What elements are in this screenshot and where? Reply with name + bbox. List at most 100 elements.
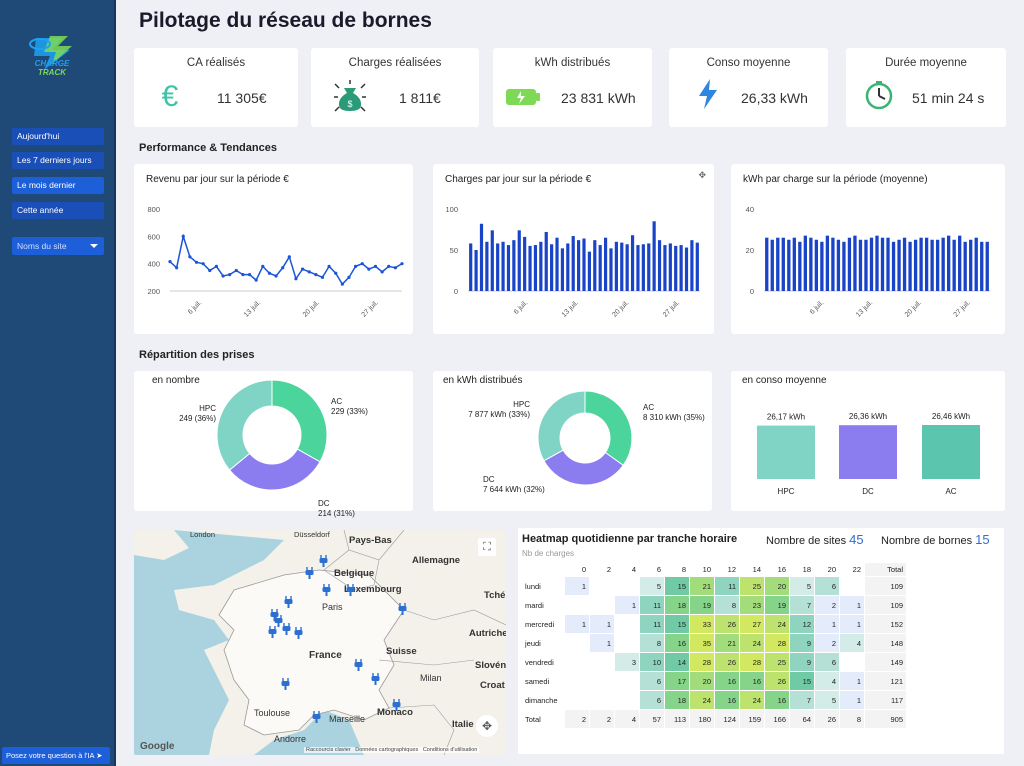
bar (809, 237, 813, 291)
expand-icon[interactable]: ✥ (698, 170, 706, 180)
bar (630, 235, 635, 291)
ask-ai-button[interactable]: Posez votre question à l'IA ➤ (2, 747, 110, 764)
map-zoom-control-icon[interactable]: ✥ (476, 715, 498, 737)
pie-label-value: 7 877 kWh (33%) (468, 410, 530, 419)
heatmap-cell: 2 (589, 709, 615, 729)
charging-station-pin-icon[interactable] (354, 658, 363, 671)
map-label: Düsseldorf (294, 530, 330, 539)
heatmap-cell (839, 576, 865, 596)
map-label: London (190, 530, 216, 539)
charging-station-pin-icon[interactable] (392, 698, 401, 711)
heatmap-hour-header: 2 (589, 562, 615, 577)
heatmap-cell: 57 (639, 709, 665, 729)
pie-label-name: HPC (199, 404, 216, 413)
map-footer-shortcuts[interactable]: Raccourcis clavier (306, 747, 351, 753)
charges-chart-card: Charges par jour sur la période € ✥ 0 50 1… (433, 164, 714, 334)
bar (781, 237, 785, 291)
heatmap-hour-header: 16 (764, 562, 790, 577)
lightning-icon (697, 78, 719, 115)
revenue-point (214, 264, 218, 268)
heatmap-cell: 11 (639, 595, 665, 615)
heatmap-cell: 1 (589, 633, 615, 653)
bar (985, 241, 989, 291)
map-label: Suisse (386, 646, 417, 657)
bar (695, 242, 699, 291)
heatmap-cell: 7 (789, 690, 815, 710)
map-footer-data[interactable]: Données cartographiques (355, 747, 419, 753)
heatmap-row: mercredi 1 1 11 15 33 26 27 24 12 1 1 152 (520, 614, 907, 634)
charging-station-pin-icon[interactable] (274, 614, 283, 627)
heatmap-hour-header: 0 (564, 562, 590, 577)
bar (674, 245, 678, 291)
pie-slice (537, 390, 586, 462)
charging-station-pin-icon[interactable] (319, 554, 328, 567)
map-label: Croat (480, 680, 505, 691)
map-footer-terms[interactable]: Conditions d'utilisation (422, 747, 478, 753)
charging-station-pin-icon[interactable] (398, 602, 407, 615)
site-select[interactable]: Noms du site (12, 237, 104, 255)
heatmap-row-total: 109 (864, 595, 907, 615)
bar (668, 243, 672, 291)
conso-bar-label: 26,46 kWh (932, 412, 970, 421)
bar (555, 237, 559, 291)
charging-station-pin-icon[interactable] (281, 677, 290, 690)
heatmap-row-total: 905 (864, 709, 907, 729)
heatmap-day-label: mercredi (520, 614, 565, 634)
bar (930, 239, 934, 291)
charging-station-pin-icon[interactable] (282, 622, 291, 635)
bar (571, 236, 575, 291)
kpi-label: kWh distribués (534, 57, 611, 69)
heatmap-hour-header: 22 (839, 562, 865, 577)
heatmap-cell: 27 (739, 614, 765, 634)
charging-station-pin-icon[interactable] (284, 595, 293, 608)
bar (636, 245, 640, 291)
heatmap-total-header: Total (864, 562, 907, 577)
chart-title: Charges par jour sur la période € (445, 174, 592, 185)
bar (935, 239, 940, 291)
bornes-count: Nombre de bornes 15 (881, 532, 990, 547)
heatmap-cell: 15 (664, 614, 690, 634)
heatmap-cell (614, 614, 640, 634)
bar (614, 241, 618, 291)
y-tick-label: 40 (746, 205, 754, 214)
bar (544, 231, 548, 291)
charging-station-pin-icon[interactable] (294, 626, 303, 639)
fullscreen-icon[interactable]: ⛶ (478, 538, 496, 556)
charging-station-pin-icon[interactable] (312, 710, 321, 723)
period-last-month-button[interactable]: Le mois dernier (12, 177, 104, 194)
bar (974, 237, 978, 291)
revenue-point (340, 282, 344, 286)
revenue-point (294, 277, 298, 281)
conso-bar (922, 425, 980, 479)
conso-category-label: HPC (778, 487, 795, 496)
charging-station-pin-icon[interactable] (268, 625, 277, 638)
map-label: Italie (452, 719, 474, 730)
chart-title: en nombre (152, 375, 200, 386)
period-today-button[interactable]: Aujourd'hui (12, 128, 104, 145)
charging-station-pin-icon[interactable] (346, 583, 355, 596)
conso-chart-card: en conso moyenne 26,17 kWh HPC 26,36 kWh DC… (731, 371, 1005, 511)
bar (902, 237, 907, 291)
period-7-days-button[interactable]: Les 7 derniers jours (12, 152, 104, 169)
heatmap-day-label: vendredi (520, 652, 565, 672)
revenue-point (181, 234, 185, 238)
heatmap-cell: 6 (639, 671, 665, 691)
heatmap-cell (614, 671, 640, 691)
heatmap-cell: 1 (614, 595, 640, 615)
period-this-year-button[interactable]: Cette année (12, 202, 104, 219)
charging-station-pin-icon[interactable] (371, 672, 380, 685)
charging-station-pin-icon[interactable] (305, 566, 314, 579)
battery-icon (505, 86, 541, 113)
y-tick-label: 600 (147, 232, 160, 241)
heatmap-row-total: 109 (864, 576, 907, 596)
euro-icon: € (156, 80, 184, 115)
heatmap-cell: 14 (664, 652, 690, 672)
sites-map[interactable]: Pays-Bas Düsseldorf London Allemagne Bel… (134, 530, 506, 755)
charging-station-pin-icon[interactable] (322, 583, 331, 596)
kpi-value: 1 811€ (399, 90, 441, 106)
heatmap-cell: 24 (739, 690, 765, 710)
revenue-point (201, 262, 205, 266)
heatmap-row-total: 149 (864, 652, 907, 672)
section-title-repartition: Répartition des prises (139, 349, 255, 361)
kwh-bar-chart: 0 20 40 6 juil. 13 juil. 20 juil. 27 juil. (746, 205, 990, 319)
